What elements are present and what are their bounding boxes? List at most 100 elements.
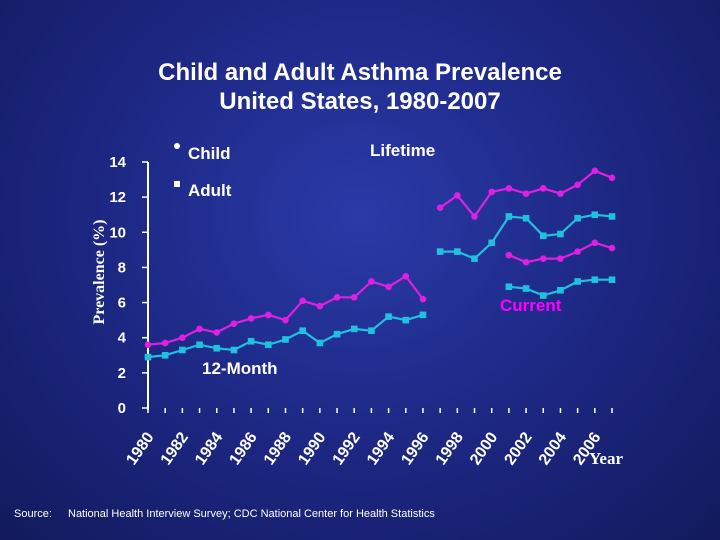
- point-child-lifetime-2005: [574, 181, 581, 189]
- point-child-lifetime-1999: [471, 213, 478, 220]
- point-child-current-2002: [522, 258, 530, 266]
- point-adult-lifetime-2001: [505, 213, 513, 220]
- point-adult-lifetime-2007: [608, 213, 616, 220]
- y-axis-label: Prevalence (%): [91, 220, 108, 325]
- point-adult-current-2007: [608, 276, 616, 284]
- point-adult-12-month-1983: [196, 341, 203, 349]
- point-child-12-month-1982: [179, 334, 186, 342]
- x-tick-label-1998: 1998: [433, 429, 467, 468]
- x-tick-label-1982: 1982: [158, 429, 192, 468]
- x-tick-label-1986: 1986: [226, 429, 260, 468]
- point-child-12-month-1987: [264, 311, 272, 319]
- point-adult-current-2006: [591, 276, 599, 284]
- point-child-12-month-1988: [282, 316, 289, 324]
- y-tick-label-12: 12: [109, 189, 126, 206]
- legend-child-label: Child: [188, 144, 231, 163]
- y-tick-label-10: 10: [109, 224, 126, 241]
- point-child-12-month-1992: [350, 294, 358, 301]
- x-tick-label-1994: 1994: [364, 429, 398, 468]
- point-child-12-month-1980: [144, 341, 152, 349]
- point-child-current-2005: [574, 248, 581, 255]
- point-adult-lifetime-2003: [539, 232, 547, 240]
- point-adult-current-2005: [574, 278, 581, 285]
- x-tick-label-2002: 2002: [501, 429, 535, 468]
- point-child-12-month-1985: [230, 320, 238, 327]
- point-adult-current-2004: [557, 286, 564, 294]
- y-tick-label-8: 8: [118, 259, 126, 276]
- x-tick-label-1996: 1996: [398, 429, 432, 468]
- x-axis-label: Year: [589, 449, 623, 468]
- point-child-12-month-1993: [368, 278, 375, 285]
- point-child-12-month-1991: [333, 294, 341, 301]
- y-tick-label-0: 0: [118, 400, 126, 417]
- point-adult-12-month-1992: [350, 325, 358, 333]
- point-adult-current-2002: [522, 285, 530, 292]
- source-label: Source:: [14, 508, 52, 520]
- x-tick-label-1988: 1988: [261, 429, 295, 468]
- point-child-lifetime-2006: [591, 167, 599, 175]
- annotation-lifetime: Lifetime: [370, 141, 435, 160]
- point-child-12-month-1994: [385, 283, 392, 291]
- point-adult-12-month-1990: [316, 339, 324, 347]
- point-adult-lifetime-2006: [591, 211, 599, 219]
- x-tick-label-2004: 2004: [536, 429, 570, 468]
- point-child-current-2004: [557, 255, 564, 262]
- point-adult-12-month-1994: [385, 313, 392, 320]
- point-adult-12-month-1988: [282, 336, 289, 343]
- x-tick-label-1984: 1984: [192, 429, 226, 468]
- y-tick-label-14: 14: [109, 154, 126, 171]
- point-adult-12-month-1993: [368, 327, 375, 334]
- point-adult-lifetime-2002: [522, 214, 530, 222]
- point-child-lifetime-1997: [436, 204, 444, 211]
- point-child-lifetime-2002: [522, 190, 530, 197]
- point-adult-12-month-1989: [299, 327, 306, 334]
- y-tick-label-2: 2: [118, 365, 126, 382]
- point-adult-12-month-1982: [179, 346, 186, 354]
- point-adult-12-month-1995: [402, 316, 410, 324]
- point-adult-12-month-1984: [213, 344, 221, 352]
- point-adult-12-month-1986: [247, 337, 255, 345]
- point-child-current-2003: [539, 255, 547, 262]
- title-line-1: Child and Adult Asthma Prevalence: [158, 59, 562, 86]
- point-adult-12-month-1996: [419, 311, 427, 319]
- point-adult-lifetime-2004: [557, 230, 564, 238]
- point-child-current-2007: [608, 244, 616, 252]
- annotation-current: Current: [500, 296, 562, 315]
- point-adult-12-month-1991: [333, 330, 341, 338]
- point-child-12-month-1996: [419, 295, 427, 303]
- point-child-current-2001: [505, 251, 513, 259]
- point-child-lifetime-1998: [454, 192, 461, 199]
- legend-adult-marker: [174, 181, 180, 187]
- point-child-lifetime-2000: [488, 188, 496, 196]
- chart-title: Child and Adult Asthma Prevalence United…: [0, 58, 720, 116]
- point-child-lifetime-2001: [505, 185, 513, 192]
- point-adult-current-2001: [505, 283, 513, 291]
- source-note: Source: National Health Interview Survey;…: [14, 508, 435, 520]
- point-adult-12-month-1985: [230, 346, 238, 354]
- point-child-12-month-1983: [196, 325, 203, 333]
- x-tick-label-1990: 1990: [295, 429, 329, 468]
- x-tick-label-1980: 1980: [123, 429, 157, 468]
- source-text: National Health Interview Survey; CDC Na…: [68, 508, 435, 520]
- series-line-child-12-month: [147, 274, 424, 346]
- point-adult-12-month-1987: [264, 341, 272, 349]
- point-child-lifetime-2007: [608, 174, 616, 182]
- y-tick-label-4: 4: [118, 330, 127, 347]
- y-tick-label-6: 6: [118, 295, 126, 312]
- point-child-lifetime-2004: [557, 190, 564, 197]
- point-adult-12-month-1980: [144, 353, 152, 361]
- x-tick-label-1992: 1992: [330, 429, 364, 468]
- legend-adult-label: Adult: [188, 181, 232, 200]
- point-adult-lifetime-2005: [574, 214, 581, 222]
- point-child-12-month-1995: [402, 272, 410, 280]
- point-child-12-month-1984: [213, 329, 221, 336]
- point-adult-lifetime-1998: [454, 248, 461, 255]
- point-adult-current-2003: [539, 292, 547, 299]
- point-child-12-month-1981: [161, 339, 169, 347]
- x-tick-label-2000: 2000: [467, 429, 501, 468]
- point-child-current-2006: [591, 239, 599, 247]
- point-child-12-month-1990: [316, 302, 324, 310]
- point-adult-lifetime-1997: [436, 248, 444, 255]
- point-adult-lifetime-1999: [471, 255, 478, 262]
